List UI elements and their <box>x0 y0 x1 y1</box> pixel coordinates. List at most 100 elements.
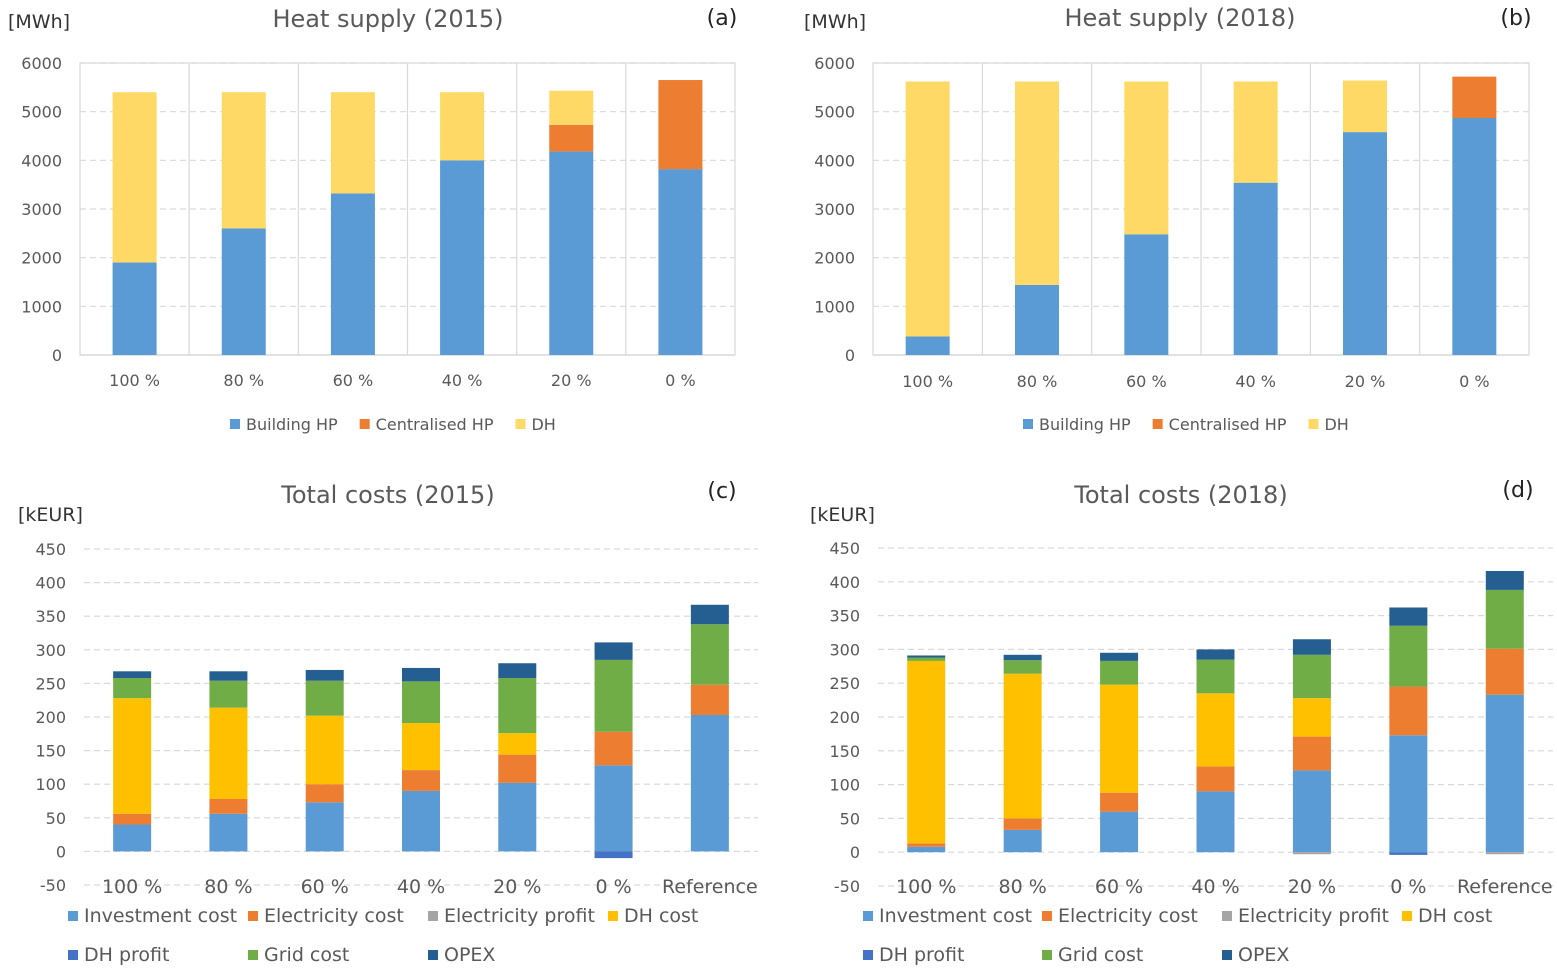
y-tick-label: 0 <box>56 842 66 861</box>
bar-building-hp-2 <box>330 193 375 355</box>
legend-swatch <box>68 950 78 960</box>
bar-investment-cost-1 <box>209 813 248 852</box>
legend: Building HP Centralised HP DH <box>1023 415 1349 434</box>
bar-grid-cost-4 <box>1292 654 1331 699</box>
bar-electricity-cost-4 <box>498 754 537 783</box>
y-tick-label: 200 <box>829 708 860 727</box>
bars <box>907 570 1524 855</box>
legend: Investment cost Electricity cost Electrici… <box>863 905 1492 966</box>
bar-grid-cost-2 <box>305 680 344 716</box>
bar-electricity-cost-3 <box>1196 766 1235 792</box>
bar-opex-6 <box>1485 570 1524 590</box>
legend-swatch <box>608 911 618 921</box>
x-tick-label: 40 % <box>442 371 483 390</box>
chart-heat-supply-2018: Heat supply (2018) (b) [MWh] 0 1000 2000 30… <box>804 4 1532 434</box>
bar-building-hp-5 <box>658 169 703 355</box>
y-axis-unit: [kEUR] <box>18 504 83 526</box>
bar-electricity-cost-6 <box>1485 648 1524 695</box>
gridlines <box>79 62 736 356</box>
x-tick-label: 80 % <box>204 876 252 898</box>
bar-opex-5 <box>1389 607 1428 626</box>
legend-label: Electricity cost <box>264 905 404 927</box>
legend-item-electricity-cost: Electricity cost <box>248 905 404 927</box>
legend-label: DH <box>1324 415 1348 434</box>
bar-investment-cost-4 <box>498 782 537 852</box>
gridlines <box>872 62 1530 356</box>
bar-electricity-cost-1 <box>209 798 248 814</box>
bar-dh-cost-4 <box>498 733 537 755</box>
legend-label: Electricity profit <box>1238 905 1389 927</box>
bar-electricity-profit-4 <box>1292 852 1331 855</box>
x-tick-label: 40 % <box>1191 876 1239 898</box>
chart-title: Heat supply (2015) <box>272 5 503 33</box>
bar-grid-cost-0 <box>907 657 946 661</box>
y-tick-label: 3000 <box>21 200 62 219</box>
bar-electricity-cost-4 <box>1292 736 1331 771</box>
legend-swatch <box>230 419 240 429</box>
legend-item-centralised-hp: Centralised HP <box>1152 415 1287 434</box>
bar-dh-profit-5 <box>1389 852 1428 855</box>
bar-opex-0 <box>113 671 152 679</box>
legend-label: Investment cost <box>879 905 1032 927</box>
y-tick-label: -50 <box>40 876 66 895</box>
bar-electricity-cost-2 <box>1100 792 1139 812</box>
legend-item-grid-cost: Grid cost <box>248 944 349 966</box>
bar-opex-4 <box>1292 639 1331 655</box>
bar-opex-5 <box>594 642 633 660</box>
bar-building-hp-0 <box>905 336 950 355</box>
bar-dh-cost-2 <box>305 715 344 785</box>
legend-item-dh-profit: DH profit <box>863 944 964 966</box>
legend-item-dh: DH <box>1308 415 1349 434</box>
y-tick-label: 250 <box>829 674 860 693</box>
bars <box>113 604 729 859</box>
x-tick-label: 0 % <box>595 876 631 898</box>
legend-item-electricity-profit: Electricity profit <box>428 905 595 927</box>
x-tick-label: 80 % <box>223 371 264 390</box>
x-tick-label: 60 % <box>333 371 374 390</box>
chart-panel-c: Total costs (2015) (c) [kEUR] -50 0 50 100 1… <box>0 455 778 978</box>
legend: Investment cost Electricity cost Electrici… <box>68 905 698 966</box>
bar-dh-cost-4 <box>1292 698 1331 737</box>
bar-electricity-cost-5 <box>1389 686 1428 736</box>
bar-building-hp-3 <box>440 160 485 355</box>
bar-centralised-hp-5 <box>1452 76 1497 118</box>
bar-investment-cost-4 <box>1292 770 1331 853</box>
bar-opex-6 <box>690 604 729 625</box>
legend-swatch <box>1152 419 1163 429</box>
chart-panel-d: Total costs (2018) (d) [kEUR] -50 0 50 100 1… <box>778 455 1557 978</box>
bar-dh-2 <box>1124 81 1169 235</box>
legend-label: Grid cost <box>264 944 349 966</box>
legend-item-centralised-hp: Centralised HP <box>359 415 494 434</box>
bar-centralised-hp-5 <box>658 80 703 170</box>
legend-label: Centralised HP <box>376 415 494 434</box>
y-tick-label: 1000 <box>814 297 855 316</box>
x-tick-label: 40 % <box>1235 372 1276 391</box>
bar-dh-cost-3 <box>1196 693 1235 767</box>
legend-swatch <box>1402 911 1412 921</box>
legend-swatch <box>1222 950 1232 960</box>
bar-dh-2 <box>330 92 375 194</box>
x-tick-label: 60 % <box>1095 876 1143 898</box>
legend-item-dh: DH <box>515 415 556 434</box>
legend-swatch <box>428 911 438 921</box>
y-axis: 0 1000 2000 3000 4000 5000 6000 <box>814 54 855 365</box>
legend-swatch <box>68 911 78 921</box>
panel-label: (d) <box>1502 478 1533 503</box>
legend-label: Investment cost <box>84 905 237 927</box>
x-tick-label: 80 % <box>1017 372 1058 391</box>
bar-opex-2 <box>305 669 344 681</box>
legend-item-opex: OPEX <box>1222 944 1289 966</box>
legend-swatch <box>1222 911 1232 921</box>
bar-building-hp-4 <box>549 151 594 355</box>
y-tick-label: 200 <box>35 708 66 727</box>
x-tick-label: 60 % <box>301 876 349 898</box>
y-tick-label: 50 <box>840 809 860 828</box>
bar-grid-cost-3 <box>1196 659 1235 694</box>
bar-investment-cost-2 <box>305 802 344 852</box>
bars <box>905 76 1497 355</box>
chart-title: Heat supply (2018) <box>1064 4 1295 32</box>
legend-label: DH cost <box>624 905 698 927</box>
legend-label: Building HP <box>1039 415 1131 434</box>
y-tick-label: 100 <box>829 776 860 795</box>
chart-title: Total costs (2018) <box>1073 481 1287 509</box>
